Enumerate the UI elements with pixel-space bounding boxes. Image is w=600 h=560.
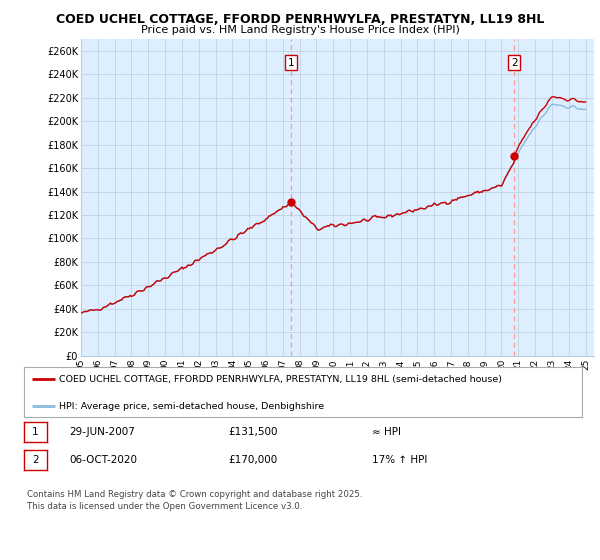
Text: 06-OCT-2020: 06-OCT-2020 (69, 455, 137, 465)
Text: ≈ HPI: ≈ HPI (372, 427, 401, 437)
Text: 2: 2 (511, 58, 518, 68)
Text: 2: 2 (32, 455, 39, 465)
Text: Price paid vs. HM Land Registry's House Price Index (HPI): Price paid vs. HM Land Registry's House … (140, 25, 460, 35)
Text: COED UCHEL COTTAGE, FFORDD PENRHWYLFA, PRESTATYN, LL19 8HL: COED UCHEL COTTAGE, FFORDD PENRHWYLFA, P… (56, 13, 544, 26)
Text: 1: 1 (32, 427, 39, 437)
Text: 29-JUN-2007: 29-JUN-2007 (69, 427, 135, 437)
Text: 1: 1 (288, 58, 295, 68)
Text: HPI: Average price, semi-detached house, Denbighshire: HPI: Average price, semi-detached house,… (59, 402, 324, 410)
Text: Contains HM Land Registry data © Crown copyright and database right 2025.
This d: Contains HM Land Registry data © Crown c… (27, 490, 362, 511)
Text: £131,500: £131,500 (228, 427, 277, 437)
Text: £170,000: £170,000 (228, 455, 277, 465)
Text: COED UCHEL COTTAGE, FFORDD PENRHWYLFA, PRESTATYN, LL19 8HL (semi-detached house): COED UCHEL COTTAGE, FFORDD PENRHWYLFA, P… (59, 375, 502, 384)
Text: 17% ↑ HPI: 17% ↑ HPI (372, 455, 427, 465)
